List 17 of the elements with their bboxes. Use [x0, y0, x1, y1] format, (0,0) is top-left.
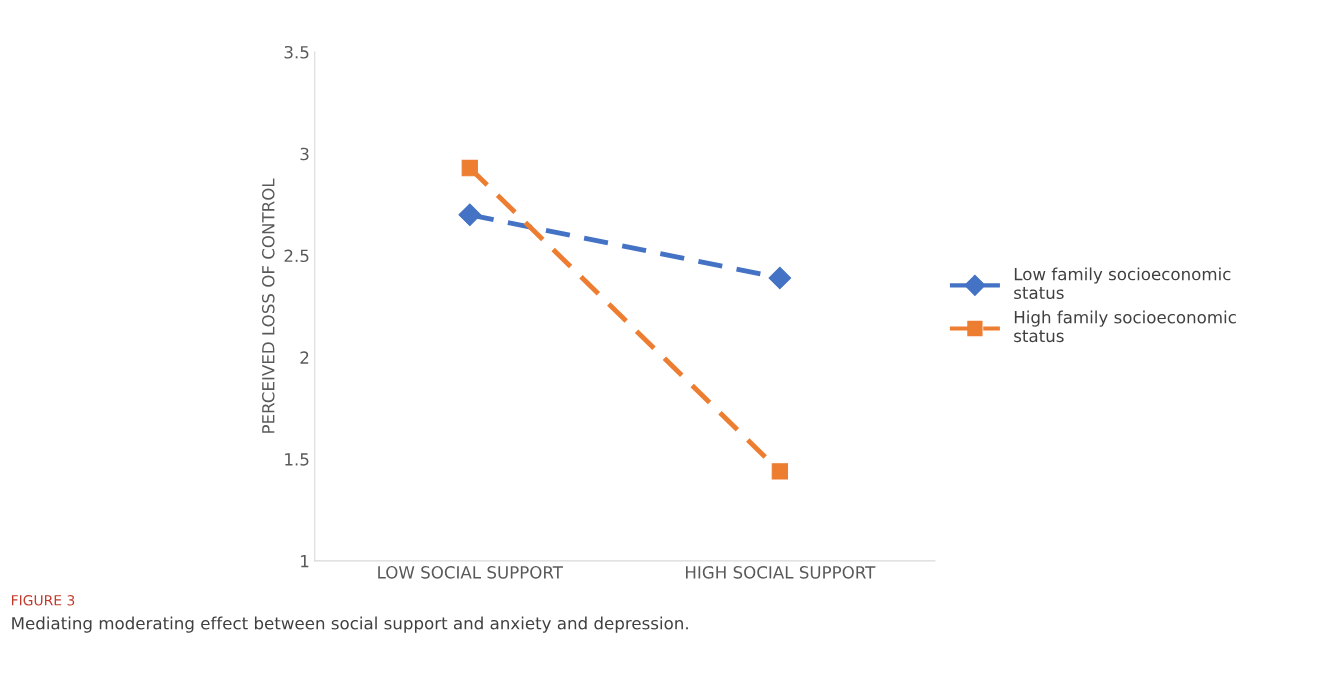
y-axis-title: PERCEIVED LOSS OF CONTROL	[261, 178, 275, 433]
y-tick-label: 3	[300, 147, 309, 161]
y-tick-label: 2.5	[284, 249, 309, 263]
y-tick-label: 1	[301, 555, 309, 568]
y-tick-label: 2	[300, 351, 309, 364]
point	[461, 159, 478, 177]
point	[458, 203, 482, 227]
legend-label: High family socioeconomic status	[1014, 310, 1236, 343]
y-tick-label: 3.5	[284, 45, 309, 59]
point	[771, 463, 789, 480]
legend-label: Low family socioeconomic status	[1014, 267, 1231, 300]
point	[768, 266, 792, 290]
y-tick-label: 1.5	[285, 453, 309, 466]
x-tick-label: LOW SOCIAL SUPPORT	[378, 566, 564, 579]
x-tick-label: HIGH SOCIAL SUPPORT	[686, 566, 876, 579]
text: Mediating moderating effect between social support and anxiety and depression.	[12, 616, 688, 633]
text: FIGURE 3	[11, 595, 75, 606]
